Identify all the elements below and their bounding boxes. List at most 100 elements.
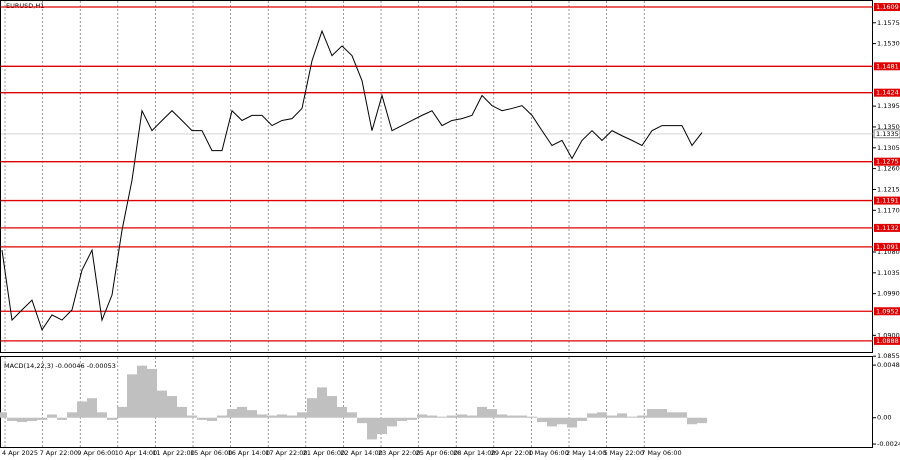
level-label-box bbox=[874, 242, 900, 251]
macd-bar bbox=[697, 417, 707, 424]
level-label: 1.1132 bbox=[876, 224, 899, 232]
y-tick-label: 1.0855 bbox=[877, 352, 900, 360]
macd-bar bbox=[367, 417, 377, 440]
macd-bar bbox=[437, 416, 447, 418]
macd-bar bbox=[87, 398, 97, 418]
macd-bar bbox=[417, 414, 427, 418]
x-tick-label: 2 May 14:00 bbox=[566, 449, 606, 457]
x-tick-label: 15 Apr 06:00 bbox=[190, 449, 232, 457]
macd-bar bbox=[207, 417, 217, 421]
macd-bar bbox=[37, 417, 47, 420]
main-frame bbox=[0, 0, 873, 353]
level-label-box bbox=[874, 3, 900, 12]
x-tick-label: 4 Apr 2025 bbox=[2, 449, 38, 457]
level-label: 1.1481 bbox=[876, 62, 899, 70]
macd-bar bbox=[377, 417, 387, 434]
macd-bar bbox=[227, 409, 237, 418]
level-label: 1.0888 bbox=[876, 337, 899, 345]
macd-bar bbox=[387, 417, 397, 427]
macd-bar bbox=[547, 417, 557, 427]
level-label-box bbox=[874, 62, 900, 71]
level-label-box bbox=[874, 88, 900, 97]
macd-bar bbox=[277, 414, 287, 418]
macd-bar bbox=[187, 415, 197, 418]
macd-bar bbox=[407, 417, 417, 420]
macd-bar bbox=[217, 415, 227, 418]
macd-bar bbox=[397, 417, 407, 421]
macd-bar bbox=[457, 414, 467, 418]
macd-bar bbox=[317, 387, 327, 418]
level-label: 1.1191 bbox=[876, 197, 899, 205]
macd-bar bbox=[507, 415, 517, 418]
macd-bar bbox=[687, 417, 697, 425]
macd-bar bbox=[167, 396, 177, 418]
x-tick-label: 29 Apr 22:00 bbox=[491, 449, 533, 457]
current-price-label: 1.1335 bbox=[876, 130, 899, 138]
macd-bar bbox=[137, 365, 147, 418]
x-tick-label: 22 Apr 14:00 bbox=[340, 449, 382, 457]
x-tick-label: 23 Apr 22:00 bbox=[378, 449, 420, 457]
level-label: 1.1091 bbox=[876, 243, 899, 251]
macd-bar bbox=[117, 406, 127, 418]
price-line bbox=[1, 29, 703, 331]
x-tick-label: 5 May 22:00 bbox=[604, 449, 644, 457]
y-tick-label: 1.1215 bbox=[877, 185, 900, 193]
current-price-box bbox=[873, 129, 900, 139]
macd-frame bbox=[0, 356, 873, 448]
level-label-box bbox=[874, 336, 900, 345]
y-tick-label: 1.1260 bbox=[877, 165, 900, 173]
y-tick-label: 1.1170 bbox=[877, 206, 900, 214]
macd-bar bbox=[577, 417, 587, 421]
macd-bar bbox=[157, 390, 167, 418]
macd-bar bbox=[557, 417, 567, 425]
macd-bar bbox=[267, 415, 277, 418]
macd-bar bbox=[447, 415, 457, 418]
y-tick-label: 1.1575 bbox=[877, 19, 900, 27]
macd-bar bbox=[67, 412, 77, 418]
macd-bar bbox=[607, 415, 617, 418]
x-tick-label: 10 Apr 14:00 bbox=[115, 449, 157, 457]
x-tick-label: 28 Apr 14:00 bbox=[453, 449, 495, 457]
macd-bar bbox=[617, 413, 627, 418]
macd-bar bbox=[297, 412, 307, 418]
x-tick-label: 21 Apr 06:00 bbox=[303, 449, 345, 457]
chart-title: EURUSD,H1 bbox=[6, 2, 44, 10]
macd-bar bbox=[0, 412, 7, 418]
macd-bar bbox=[287, 415, 297, 418]
macd-bar bbox=[347, 412, 357, 418]
macd-bar bbox=[27, 417, 37, 421]
level-label: 1.1424 bbox=[876, 89, 899, 97]
macd-bar bbox=[567, 417, 577, 428]
macd-bar bbox=[107, 417, 117, 420]
macd-bar bbox=[637, 415, 647, 418]
y-tick-label: 1.1305 bbox=[877, 144, 900, 152]
x-tick-label: 11 Apr 22:00 bbox=[152, 449, 194, 457]
macd-bar bbox=[357, 417, 367, 424]
macd-bar bbox=[657, 409, 667, 418]
macd-bar bbox=[477, 406, 487, 418]
level-label: 1.1275 bbox=[876, 158, 899, 166]
macd-bar bbox=[647, 409, 657, 418]
x-tick-label: 17 Apr 22:00 bbox=[265, 449, 307, 457]
x-tick-label: 7 May 06:00 bbox=[641, 449, 681, 457]
macd-y-tick-label: 0.00 bbox=[877, 414, 891, 422]
macd-bar bbox=[467, 415, 477, 418]
macd-bar bbox=[17, 417, 27, 423]
macd-bar bbox=[627, 416, 637, 418]
macd-y-tick-label: 0.00485 bbox=[877, 361, 900, 369]
x-tick-label: 16 Apr 14:00 bbox=[228, 449, 270, 457]
macd-bar bbox=[337, 406, 347, 418]
level-label: 1.1609 bbox=[876, 3, 899, 11]
macd-bar bbox=[307, 398, 317, 418]
macd-bar bbox=[497, 414, 507, 418]
y-tick-label: 1.1080 bbox=[877, 248, 900, 256]
macd-bar bbox=[77, 401, 87, 418]
x-tick-label: 1 May 06:00 bbox=[528, 449, 568, 457]
macd-bar bbox=[597, 412, 607, 418]
macd-bar bbox=[327, 396, 337, 418]
macd-bar bbox=[667, 412, 677, 418]
macd-bar bbox=[7, 417, 17, 421]
macd-bar bbox=[527, 416, 537, 418]
macd-y-tick-label: -0.00243 bbox=[877, 440, 900, 448]
